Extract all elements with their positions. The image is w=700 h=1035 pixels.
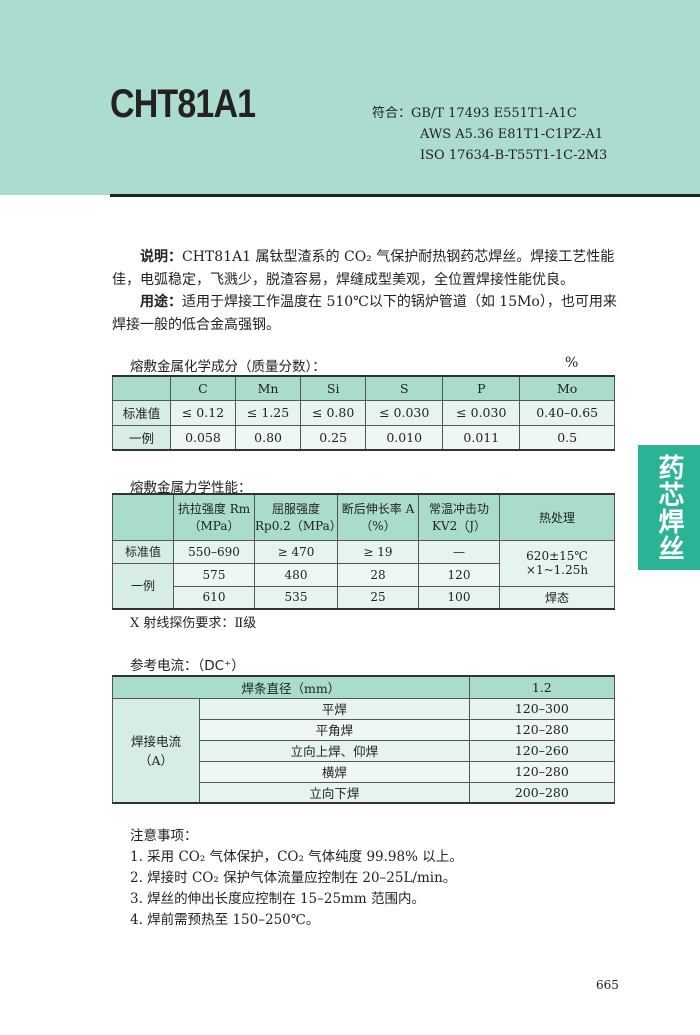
table-cell: 120–260: [468, 739, 616, 762]
table-cell: 一例: [112, 424, 171, 451]
table-row: 610 535 25 100 焊态: [113, 585, 615, 610]
chem-unit: %: [565, 355, 579, 371]
table-cell: 立向上焊、仰焊: [199, 739, 470, 762]
table-cell: 平焊: [199, 697, 470, 720]
table-cell: 常温冲击功 KV2（J）: [418, 493, 500, 541]
table-cell: ≥ 470: [254, 539, 338, 564]
table-cell: 1.2: [468, 675, 616, 699]
table-cell: Mn: [235, 375, 302, 401]
table-cell: 620±15℃ ×1~1.25h: [499, 539, 615, 587]
description-text: CHT81A1 属钛型渣系的 CO₂ 气保护耐热钢药芯焊丝。焊接工艺性能佳，电弧…: [112, 249, 615, 288]
table-cell: ≤ 1.25: [235, 399, 302, 426]
table-cell: Si: [300, 375, 367, 401]
table-cell: 25: [337, 585, 419, 610]
usage-text: 适用于焊接工作温度在 510℃以下的锅炉管道（如 15Mo），也可用来焊接一般的…: [112, 294, 617, 333]
table-cell: 抗拉强度 Rm（MPa）: [173, 493, 255, 541]
table-row: 立向上焊、仰焊 120–260: [113, 739, 616, 762]
table-cell: ≤ 0.80: [300, 399, 367, 426]
table-cell: 焊接电流（A）: [112, 697, 200, 804]
note-item: 3. 焊丝的伸出长度应控制在 15–25mm 范围内。: [130, 891, 425, 907]
chem-table: C Mn Si S P Mo 标准值 ≤ 0.12 ≤ 1.25 ≤ 0.80 ≤ 0.030 ≤ …: [112, 375, 615, 451]
table-cell: 热处理: [499, 493, 615, 541]
table-cell: S: [365, 375, 444, 401]
table-cell: ≤ 0.030: [365, 399, 444, 426]
table-cell: 0.010: [365, 424, 444, 451]
table-cell: 120–280: [468, 760, 616, 783]
table-cell: 0.058: [169, 424, 237, 451]
table-cell: 焊条直径（mm）: [112, 675, 470, 699]
table-cell: C: [169, 375, 237, 401]
table-cell: 一例: [112, 562, 174, 610]
chem-title: 熔敷金属化学成分（质量分数）：: [130, 359, 326, 375]
table-cell: 100: [418, 585, 500, 610]
table-cell: 0.80: [235, 424, 302, 451]
table-row: 标准值 ≤ 0.12 ≤ 1.25 ≤ 0.80 ≤ 0.030 ≤ 0.030 0.40–…: [112, 399, 615, 426]
table-cell: ≥ 19: [337, 539, 419, 564]
table-cell: 平角焊: [199, 718, 470, 741]
table-header-row: C Mn Si S P Mo: [112, 375, 615, 401]
table-header-row: 抗拉强度 Rm（MPa） 屈服强度 Rp0.2（MPa） 断后伸长率 A（%） 常温冲…: [112, 493, 615, 541]
description-label: 说明：: [140, 249, 182, 265]
table-cell: 0.25: [300, 424, 367, 451]
table-cell: 标准值: [112, 539, 174, 564]
standard: AWS A5.36 E81T1-C1PZ-A1: [420, 127, 604, 142]
description: 说明：CHT81A1 属钛型渣系的 CO₂ 气保护耐热钢药芯焊丝。焊接工艺性能佳…: [112, 246, 617, 336]
table-row: 焊接电流（A） 平焊 120–300: [112, 697, 616, 804]
table-cell: 焊态: [499, 585, 615, 610]
current-title: 参考电流：（DC⁺）: [130, 658, 245, 674]
table-cell: 0.011: [442, 424, 521, 451]
table-header-row: 焊条直径（mm） 1.2: [112, 675, 616, 699]
table-cell: 610: [173, 585, 255, 610]
table-cell: 550–690: [173, 539, 255, 564]
table-cell: 28: [337, 562, 419, 587]
table-cell: 535: [254, 585, 338, 610]
note-item: 2. 焊接时 CO₂ 保护气体流量应控制在 20–25L/min。: [130, 870, 457, 886]
section-side-tab: 药芯焊丝: [638, 445, 700, 570]
table-cell: 横焊: [199, 760, 470, 783]
table-cell: 立向下焊: [199, 781, 470, 804]
table-cell: 120–280: [468, 718, 616, 741]
standard: ISO 17634-B-T55T1-1C-2M3: [420, 148, 608, 163]
table-cell: 575: [173, 562, 255, 587]
table-cell: 标准值: [112, 399, 171, 426]
table-cell: [112, 375, 171, 401]
table-row: 标准值 550–690 ≥ 470 ≥ 19—620±15℃ ×1~1.25h: [112, 539, 615, 587]
xray-requirement: X 射线探伤要求：Ⅱ级: [130, 616, 257, 631]
table-cell: P: [442, 375, 521, 401]
notes-title: 注意事项：: [130, 828, 198, 844]
table-cell: ≤ 0.030: [442, 399, 521, 426]
usage-label: 用途：: [140, 294, 182, 310]
table-row: 横焊 120–280: [113, 760, 616, 783]
header-rule: [110, 194, 700, 197]
note-item: 1. 采用 CO₂ 气体保护，CO₂ 气体纯度 99.98% 以上。: [130, 849, 463, 865]
table-row: 立向下焊 200–280: [113, 781, 616, 804]
header-band: [0, 0, 700, 195]
page-number: 665: [596, 978, 619, 992]
table-cell: 断后伸长率 A（%）: [337, 493, 419, 541]
current-table: 焊条直径（mm） 1.2 焊接电流（A） 平焊 120–300 平角焊 120–280 …: [112, 675, 616, 804]
table-row: 一例 0.058 0.80 0.25 0.010 0.011 0.5: [112, 424, 615, 451]
table-cell: 120–300: [468, 697, 616, 720]
standards-label: 符合：: [372, 106, 412, 121]
product-title: CHT81A1: [110, 82, 256, 126]
table-cell: —: [418, 539, 500, 564]
table-cell: [112, 493, 174, 541]
table-cell: 120: [418, 562, 500, 587]
notes: 注意事项： 1. 采用 CO₂ 气体保护，CO₂ 气体纯度 99.98% 以上。…: [130, 826, 463, 931]
table-cell: 200–280: [468, 781, 616, 804]
table-cell: 0.40–0.65: [519, 399, 615, 426]
note-item: 4. 焊前需预热至 150–250℃。: [130, 912, 320, 928]
standard: GB/T 17493 E551T1-A1C: [411, 106, 577, 121]
table-cell: 480: [254, 562, 338, 587]
mech-title: 熔敷金属力学性能：: [130, 480, 252, 496]
table-cell: 0.5: [519, 424, 615, 451]
table-cell: ≤ 0.12: [169, 399, 237, 426]
standards: 符合：GB/T 17493 E551T1-A1C AWS A5.36 E81T1…: [372, 103, 607, 166]
table-row: 一例 575 480 28 120: [112, 562, 615, 610]
table-cell: Mo: [519, 375, 615, 401]
table-cell: 屈服强度 Rp0.2（MPa）: [254, 493, 342, 541]
mech-table: 抗拉强度 Rm（MPa） 屈服强度 Rp0.2（MPa） 断后伸长率 A（%） 常温冲…: [112, 493, 615, 610]
